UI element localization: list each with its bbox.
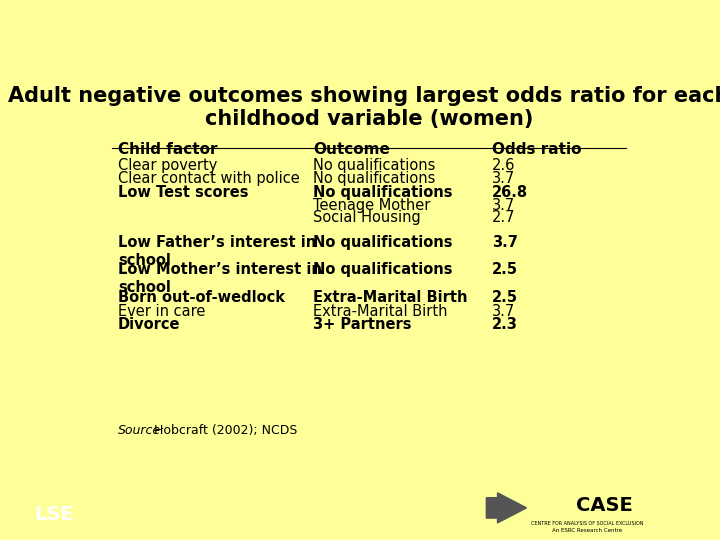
Text: Low Father’s interest in
school: Low Father’s interest in school: [118, 235, 316, 268]
Text: Ever in care: Ever in care: [118, 304, 205, 319]
Text: Divorce: Divorce: [118, 317, 181, 332]
Text: Child factor: Child factor: [118, 141, 217, 157]
Text: Clear poverty: Clear poverty: [118, 158, 217, 173]
Text: Clear contact with police: Clear contact with police: [118, 171, 300, 186]
Text: Source:: Source:: [118, 424, 166, 437]
Text: Extra-Marital Birth: Extra-Marital Birth: [313, 304, 448, 319]
Text: 3.7: 3.7: [492, 304, 515, 319]
Text: 3.7: 3.7: [492, 198, 515, 213]
Text: No qualifications: No qualifications: [313, 185, 453, 200]
Text: No qualifications: No qualifications: [313, 235, 453, 250]
Text: An ESRC Research Centre: An ESRC Research Centre: [552, 528, 622, 533]
Text: No qualifications: No qualifications: [313, 171, 436, 186]
Text: Teenage Mother: Teenage Mother: [313, 198, 431, 213]
FancyArrow shape: [487, 493, 526, 523]
Text: Low Mother’s interest in
school: Low Mother’s interest in school: [118, 262, 322, 295]
Text: No qualifications: No qualifications: [313, 158, 436, 173]
Text: 26.8: 26.8: [492, 185, 528, 200]
Text: CENTRE FOR ANALYSIS OF SOCIAL EXCLUSION: CENTRE FOR ANALYSIS OF SOCIAL EXCLUSION: [531, 522, 643, 526]
Text: 3.7: 3.7: [492, 235, 518, 250]
Text: 2.5: 2.5: [492, 290, 518, 305]
Text: 2.7: 2.7: [492, 210, 516, 225]
Text: 2.6: 2.6: [492, 158, 515, 173]
Text: 2.3: 2.3: [492, 317, 518, 332]
Text: 3+ Partners: 3+ Partners: [313, 317, 412, 332]
Text: 3.7: 3.7: [492, 171, 515, 186]
Text: 2.5: 2.5: [492, 262, 518, 278]
Text: Hobcraft (2002); NCDS: Hobcraft (2002); NCDS: [150, 424, 297, 437]
Text: Extra-Marital Birth: Extra-Marital Birth: [313, 290, 468, 305]
Text: No qualifications: No qualifications: [313, 262, 453, 278]
Text: Adult negative outcomes showing largest odds ratio for each
childhood variable (: Adult negative outcomes showing largest …: [9, 85, 720, 129]
Text: Born out-of-wedlock: Born out-of-wedlock: [118, 290, 285, 305]
Text: Social Housing: Social Housing: [313, 210, 421, 225]
Text: LSE: LSE: [34, 505, 74, 524]
Text: Outcome: Outcome: [313, 141, 390, 157]
Text: Low Test scores: Low Test scores: [118, 185, 248, 200]
Text: CASE: CASE: [576, 496, 633, 515]
Text: Odds ratio: Odds ratio: [492, 141, 581, 157]
